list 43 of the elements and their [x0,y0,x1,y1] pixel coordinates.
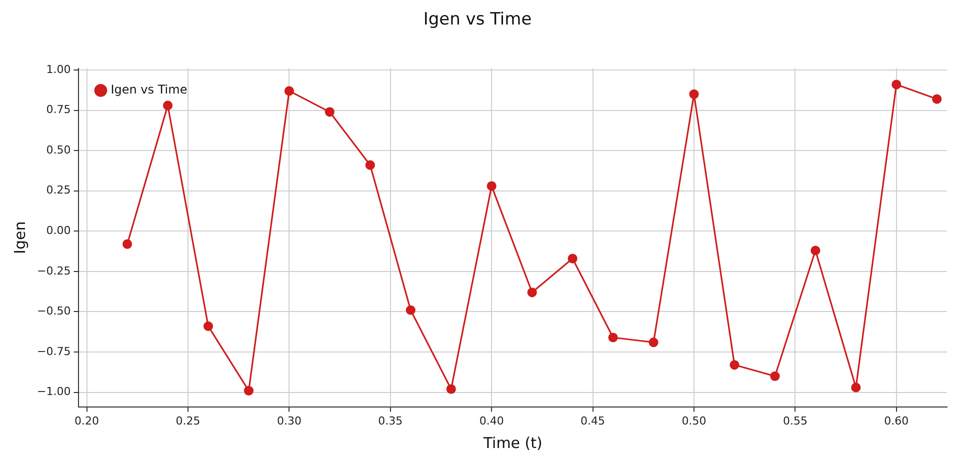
point [365,160,375,170]
point [689,89,699,99]
x-tick-label: 0.25 [176,414,200,428]
point [932,94,942,104]
point [486,181,496,191]
point [892,80,902,90]
y-tick-label: −1.00 [36,385,71,398]
x-tick-label: 0.40 [479,414,504,428]
point [284,86,294,96]
y-axis-title: Igen [10,221,29,254]
y-tick-label: 0.00 [46,224,71,238]
point [851,382,861,392]
point [608,332,618,342]
y-tick-label: −0.25 [36,264,71,278]
y-tick-label: 0.25 [46,184,71,197]
y-tick-label: −0.75 [36,344,71,358]
point [527,288,537,298]
point [446,384,456,394]
point [770,371,780,381]
x-axis-title: Time (t) [482,434,542,452]
chart-title: Igen vs Time [423,10,532,30]
y-tick-label: −0.50 [36,304,71,318]
point [648,338,658,348]
x-tick-label: 0.30 [276,414,302,428]
point [244,386,254,396]
x-tick-label: 0.60 [884,414,909,428]
point [730,360,740,370]
point [122,239,132,249]
x-tick-label: 0.20 [74,414,100,428]
point [406,305,416,315]
point [568,254,578,264]
x-tick-label: 0.45 [580,414,606,428]
y-tick-label: 0.50 [46,143,71,156]
y-tick-label: 1.00 [46,62,71,76]
point [324,107,334,117]
point [810,246,820,256]
x-tick-label: 0.50 [682,414,706,428]
point [203,321,214,332]
point [162,100,173,110]
legend-label: Igen vs Time [110,82,188,97]
y-tick-label: 0.75 [46,103,71,116]
x-tick-label: 0.55 [782,414,808,428]
x-tick-label: 0.35 [378,414,403,428]
